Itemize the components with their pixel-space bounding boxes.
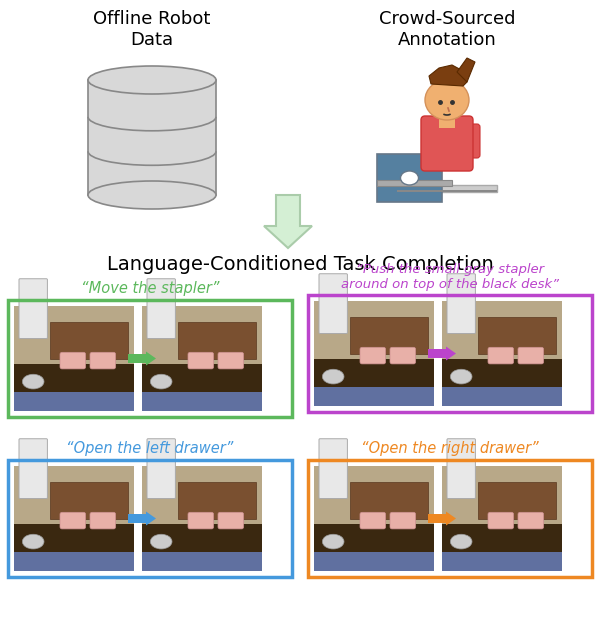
FancyBboxPatch shape <box>447 274 475 334</box>
Bar <box>442 387 562 406</box>
FancyBboxPatch shape <box>360 347 385 364</box>
Ellipse shape <box>323 370 344 384</box>
Bar <box>50 322 128 358</box>
Polygon shape <box>429 65 467 86</box>
Bar <box>14 466 134 571</box>
Bar <box>314 466 434 571</box>
FancyBboxPatch shape <box>60 352 86 369</box>
Ellipse shape <box>425 80 469 120</box>
Bar <box>314 524 434 571</box>
FancyBboxPatch shape <box>319 274 347 334</box>
Bar <box>142 364 262 411</box>
Bar <box>442 466 562 571</box>
Bar <box>14 524 134 571</box>
Bar <box>14 306 134 411</box>
FancyBboxPatch shape <box>421 116 473 171</box>
FancyArrow shape <box>128 352 156 366</box>
Ellipse shape <box>451 370 472 384</box>
Text: “Open the right drawer”: “Open the right drawer” <box>361 441 539 456</box>
Bar <box>397 190 497 192</box>
Bar <box>308 295 592 412</box>
Bar <box>350 482 428 518</box>
FancyBboxPatch shape <box>19 439 47 498</box>
Polygon shape <box>457 58 475 82</box>
Bar <box>142 306 262 411</box>
Ellipse shape <box>451 534 472 549</box>
Ellipse shape <box>22 374 44 389</box>
Bar <box>142 524 262 571</box>
FancyBboxPatch shape <box>147 279 175 339</box>
FancyArrow shape <box>128 512 156 526</box>
Bar <box>14 364 134 411</box>
Bar <box>314 301 434 406</box>
FancyBboxPatch shape <box>456 124 480 158</box>
FancyBboxPatch shape <box>60 512 86 529</box>
Ellipse shape <box>150 374 172 389</box>
Bar <box>314 552 434 571</box>
FancyArrow shape <box>428 512 456 526</box>
Bar <box>442 301 562 406</box>
Bar <box>88 80 216 195</box>
Bar <box>14 552 134 571</box>
Bar <box>178 482 256 518</box>
FancyBboxPatch shape <box>377 154 442 202</box>
Bar <box>442 359 562 406</box>
FancyBboxPatch shape <box>90 352 115 369</box>
Text: “Open the left drawer”: “Open the left drawer” <box>66 441 234 456</box>
Bar <box>50 482 128 518</box>
Bar <box>478 482 556 518</box>
Bar <box>314 387 434 406</box>
Ellipse shape <box>400 171 419 185</box>
Ellipse shape <box>88 66 216 94</box>
Bar <box>442 524 562 571</box>
Bar <box>350 317 428 353</box>
FancyBboxPatch shape <box>188 352 214 369</box>
Bar <box>178 322 256 358</box>
FancyBboxPatch shape <box>218 512 243 529</box>
Ellipse shape <box>323 534 344 549</box>
Bar <box>439 116 455 128</box>
Ellipse shape <box>22 534 44 549</box>
FancyBboxPatch shape <box>518 512 544 529</box>
Bar <box>377 180 452 186</box>
Ellipse shape <box>150 534 172 549</box>
Text: “Push the small gray stapler
around on top of the black desk”: “Push the small gray stapler around on t… <box>341 263 559 291</box>
Bar <box>478 317 556 353</box>
FancyArrow shape <box>428 347 456 360</box>
FancyBboxPatch shape <box>90 512 115 529</box>
Bar <box>142 552 262 571</box>
Text: “Move the stapler”: “Move the stapler” <box>81 281 219 296</box>
Text: Crowd-Sourced
Annotation: Crowd-Sourced Annotation <box>379 10 515 49</box>
FancyBboxPatch shape <box>360 512 385 529</box>
FancyBboxPatch shape <box>319 439 347 498</box>
FancyBboxPatch shape <box>390 512 416 529</box>
FancyBboxPatch shape <box>390 347 416 364</box>
Bar <box>14 392 134 411</box>
FancyBboxPatch shape <box>218 352 243 369</box>
Bar <box>442 552 562 571</box>
Bar <box>397 185 497 192</box>
Text: Offline Robot
Data: Offline Robot Data <box>93 10 211 49</box>
Ellipse shape <box>88 181 216 209</box>
Bar <box>308 460 592 577</box>
FancyBboxPatch shape <box>447 439 475 498</box>
Polygon shape <box>264 195 312 248</box>
FancyBboxPatch shape <box>488 512 513 529</box>
Bar <box>142 392 262 411</box>
Text: Language-Conditioned Task Completion: Language-Conditioned Task Completion <box>107 255 493 274</box>
FancyBboxPatch shape <box>147 439 175 498</box>
Bar <box>8 300 292 417</box>
FancyBboxPatch shape <box>188 512 214 529</box>
Bar <box>8 460 292 577</box>
FancyBboxPatch shape <box>488 347 513 364</box>
FancyBboxPatch shape <box>518 347 544 364</box>
FancyBboxPatch shape <box>19 279 47 339</box>
Bar <box>314 359 434 406</box>
Bar <box>142 466 262 571</box>
